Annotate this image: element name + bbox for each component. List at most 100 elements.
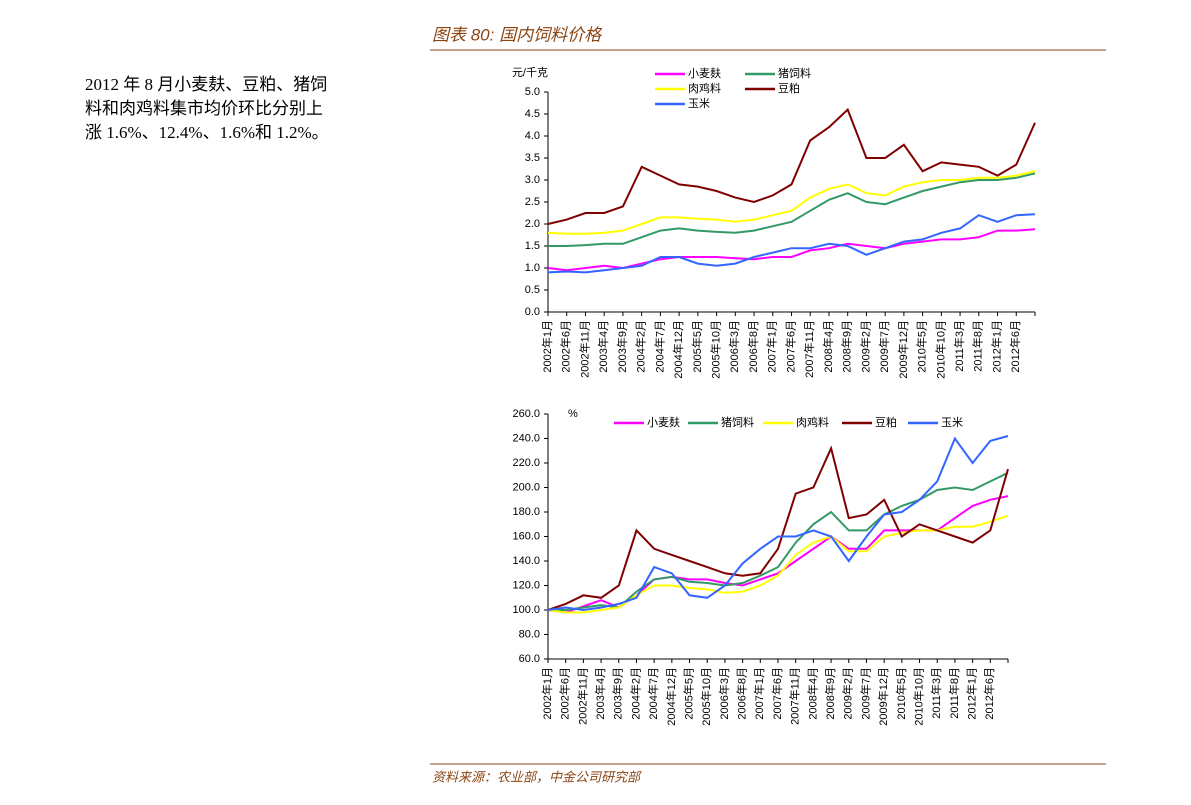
- y-tick-label: 1.0: [525, 262, 540, 274]
- x-tick-label: 2002年6月: [559, 320, 573, 373]
- x-tick-label: 2007年11月: [802, 320, 816, 378]
- y-tick-label: 0.0: [525, 306, 540, 318]
- x-tick-label: 2009年12月: [876, 667, 890, 726]
- x-tick-label: 2002年11月: [577, 320, 591, 378]
- legend-label: 肉鸡料: [688, 81, 721, 95]
- legend-label: 小麦麸: [688, 67, 721, 80]
- x-tick-label: 2010年10月: [933, 320, 947, 379]
- y-tick-label: 5.0: [525, 86, 540, 98]
- x-tick-label: 2007年6月: [783, 320, 797, 373]
- body-line: 涨 1.6%、12.4%、1.6%和 1.2%。: [85, 123, 329, 142]
- x-tick-label: 2008年4月: [805, 667, 819, 720]
- x-tick-label: 2006年8月: [735, 667, 749, 720]
- x-tick-label: 2004年12月: [664, 667, 678, 726]
- y-tick-label: 160.0: [512, 530, 540, 542]
- series-line: [547, 445, 1009, 611]
- x-tick-label: 2005年5月: [681, 667, 695, 720]
- x-tick-label: 2002年1月: [540, 320, 554, 373]
- x-tick-label: 2012年6月: [1008, 320, 1022, 373]
- x-tick-label: 2007年6月: [770, 667, 784, 720]
- x-tick-label: 2011年3月: [952, 320, 966, 372]
- y-tick-label: 0.5: [525, 284, 540, 296]
- x-tick-label: 2008年4月: [821, 320, 835, 373]
- x-tick-label: 2005年5月: [690, 320, 704, 373]
- series-line: [547, 107, 1036, 225]
- legend-label: 猪饲料: [778, 66, 811, 80]
- series-line: [547, 228, 1036, 272]
- y-axis-label: 元/千克: [512, 66, 548, 79]
- x-tick-label: 2010年5月: [915, 320, 929, 373]
- source: 资料来源：农业部，中金公司研究部: [432, 769, 642, 784]
- x-tick-label: 2003年4月: [596, 320, 610, 373]
- body-line: 料和肉鸡料集市均价环比分别上: [85, 99, 323, 118]
- x-tick-label: 2007年1月: [752, 667, 766, 720]
- y-tick-label: 2.0: [525, 218, 540, 230]
- y-tick-label: 2.5: [525, 196, 540, 208]
- x-tick-label: 2011年8月: [971, 320, 985, 372]
- x-tick-label: 2007年11月: [788, 667, 802, 725]
- y-tick-label: 120.0: [512, 579, 540, 591]
- y-tick-label: 220.0: [512, 457, 540, 469]
- y-tick-label: 180.0: [512, 506, 540, 518]
- x-tick-label: 2011年8月: [947, 667, 961, 719]
- x-tick-label: 2009年12月: [896, 320, 910, 379]
- y-tick-label: 4.0: [525, 130, 540, 142]
- y-tick-label: 3.0: [525, 174, 540, 186]
- x-tick-label: 2009年2月: [858, 320, 872, 373]
- legend-label: 玉米: [941, 416, 963, 429]
- y-tick-label: 240.0: [512, 432, 540, 444]
- x-tick-label: 2003年9月: [611, 667, 625, 720]
- legend-label: 猪饲料: [721, 415, 754, 429]
- series-line: [547, 170, 1036, 235]
- x-tick-label: 2012年1月: [989, 320, 1003, 373]
- x-tick-label: 2004年2月: [634, 320, 648, 373]
- series-line: [547, 495, 1009, 614]
- x-tick-label: 2012年6月: [982, 667, 996, 720]
- x-tick-label: 2011年3月: [929, 667, 943, 719]
- series-line: [547, 435, 1009, 612]
- y-tick-label: 4.5: [525, 108, 540, 120]
- x-tick-label: 2003年4月: [593, 667, 607, 720]
- x-tick-label: 2004年12月: [671, 320, 685, 379]
- y-tick-label: 100.0: [512, 604, 540, 616]
- legend-label: 豆粕: [875, 415, 897, 429]
- x-tick-label: 2009年7月: [877, 320, 891, 373]
- x-tick-label: 2003年9月: [615, 320, 629, 373]
- series-line: [548, 172, 1036, 247]
- body-line: 2012 年 8 月小麦麸、豆粕、猪饲: [85, 75, 327, 94]
- x-tick-label: 2002年1月: [540, 667, 554, 720]
- series-line: [548, 471, 1009, 611]
- x-tick-label: 2005年10月: [699, 667, 713, 726]
- x-tick-label: 2009年2月: [841, 667, 855, 720]
- x-tick-label: 2012年1月: [965, 667, 979, 720]
- legend-label: 玉米: [688, 97, 710, 110]
- x-tick-label: 2007年1月: [765, 320, 779, 373]
- x-tick-label: 2005年10月: [708, 320, 722, 379]
- x-tick-label: 2002年11月: [575, 667, 589, 725]
- y-tick-label: 260.0: [512, 408, 540, 420]
- x-tick-label: 2006年8月: [746, 320, 760, 373]
- series-line: [547, 213, 1036, 274]
- x-tick-label: 2008年9月: [823, 667, 837, 720]
- legend-label: 肉鸡料: [796, 415, 829, 429]
- x-tick-label: 2010年5月: [894, 667, 908, 720]
- y-tick-label: 200.0: [512, 481, 540, 493]
- series-line: [547, 514, 1009, 614]
- y-tick-label: 80.0: [519, 628, 540, 640]
- y-tick-label: 140.0: [512, 555, 540, 567]
- x-tick-label: 2008年9月: [840, 320, 854, 373]
- y-tick-label: 60.0: [519, 653, 540, 665]
- x-tick-label: 2006年3月: [717, 667, 731, 720]
- x-tick-label: 2004年7月: [652, 320, 666, 373]
- y-tick-label: 3.5: [525, 152, 540, 164]
- x-tick-label: 2009年7月: [858, 667, 872, 720]
- y-tick-label: 1.5: [525, 240, 540, 252]
- x-tick-label: 2004年2月: [628, 667, 642, 720]
- legend-label: 小麦麸: [647, 416, 680, 429]
- x-tick-label: 2002年6月: [558, 667, 572, 720]
- x-tick-label: 2010年10月: [911, 667, 925, 726]
- legend-label: 豆粕: [778, 81, 800, 95]
- figure-title: 图表 80: 国内饲料价格: [432, 25, 603, 44]
- x-tick-label: 2006年3月: [727, 320, 741, 373]
